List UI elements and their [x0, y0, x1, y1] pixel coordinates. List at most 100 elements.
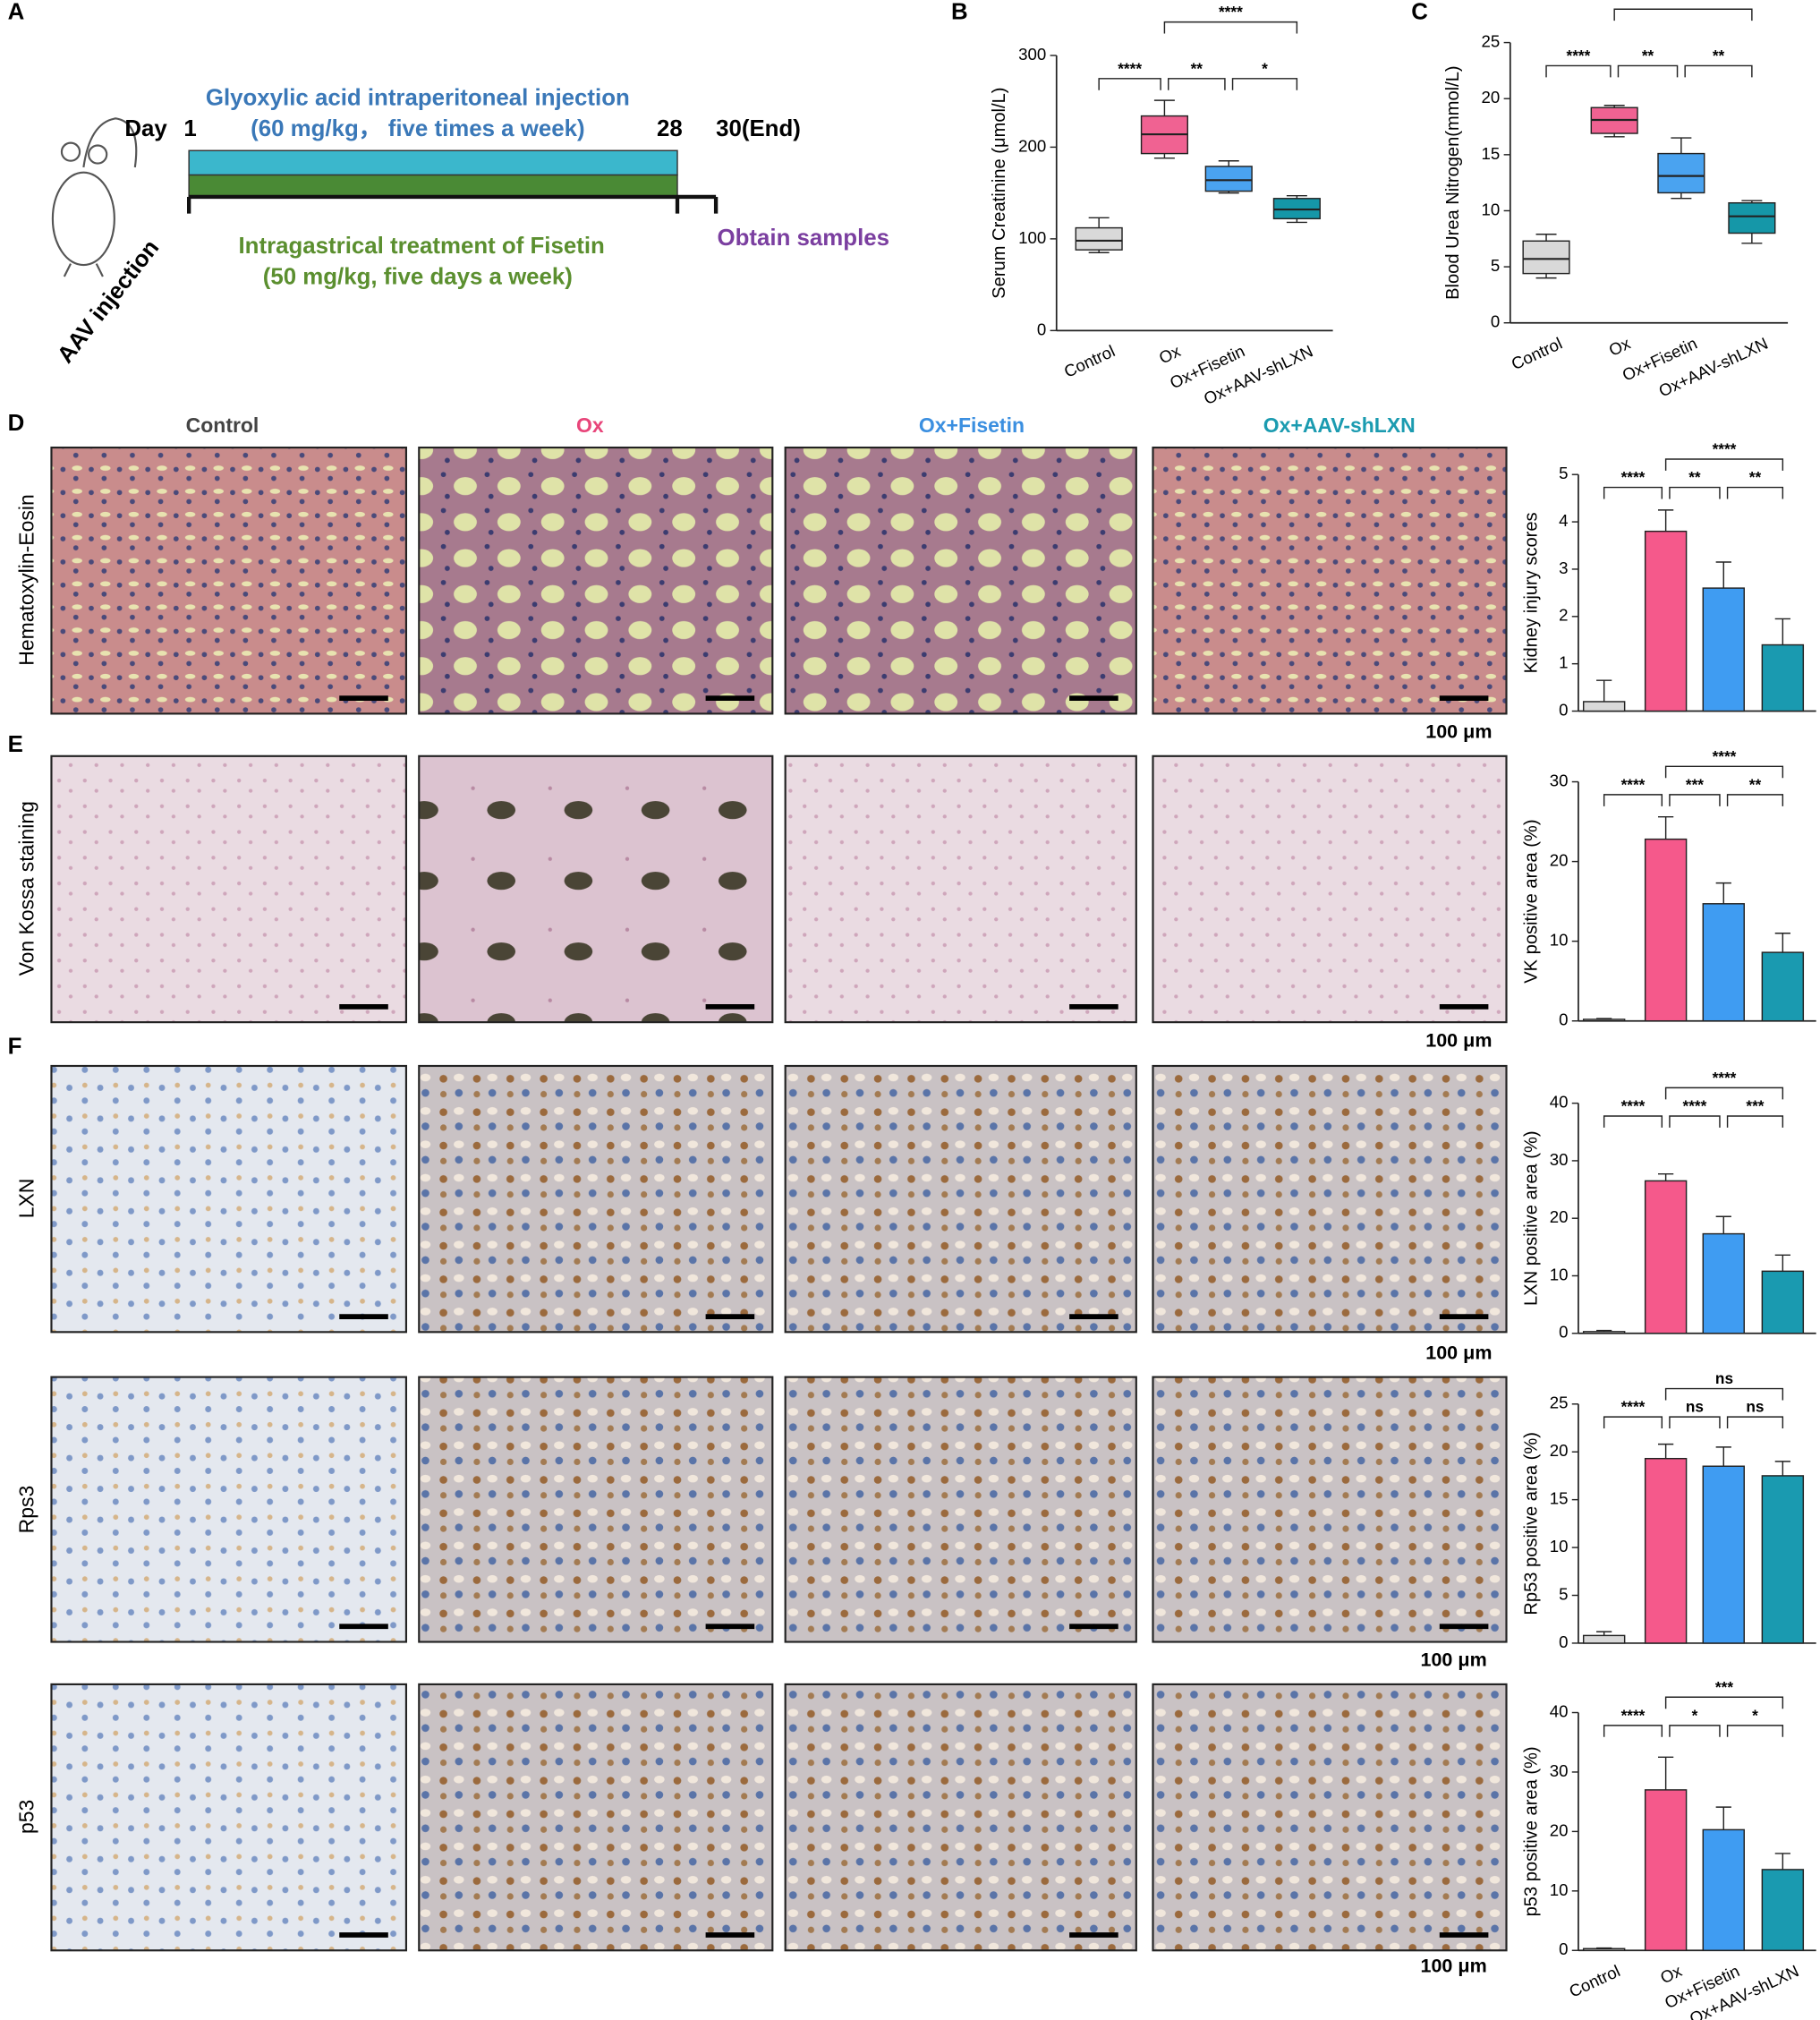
- y-tick-label: 25: [1482, 32, 1501, 51]
- bar: [1761, 644, 1805, 712]
- y-tick-label: 20: [1550, 851, 1569, 870]
- significance-bracket: [1684, 64, 1753, 78]
- significance-bracket: [1231, 78, 1298, 90]
- significance-bracket: [1664, 765, 1784, 779]
- y-tick-label: 0: [1559, 1323, 1568, 1342]
- significance-bracket: [1603, 486, 1663, 499]
- significance-bracket: [1669, 794, 1721, 806]
- scale-label: 100 μm: [1425, 1342, 1492, 1363]
- y-tick-label: 40: [1550, 1093, 1569, 1112]
- bar: [1761, 1475, 1805, 1644]
- bar: [1582, 1948, 1626, 1951]
- y-tick-label: 15: [1482, 144, 1501, 163]
- micrograph: [418, 1683, 774, 1952]
- y-tick-label: 200: [1018, 136, 1046, 155]
- significance-label: ****: [1713, 439, 1737, 457]
- row-label: Rps3: [15, 1486, 38, 1534]
- micrograph: [1152, 1376, 1508, 1643]
- box: [1204, 166, 1253, 192]
- micrograph: [784, 1376, 1137, 1643]
- significance-bracket: [1726, 1416, 1784, 1429]
- day-label: Day: [124, 116, 167, 141]
- panel-label: B: [951, 0, 968, 24]
- significance-bracket: [1726, 794, 1784, 806]
- y-tick-label: 4: [1559, 511, 1568, 530]
- bar: [1702, 587, 1745, 712]
- bar: [1644, 1180, 1688, 1334]
- significance-label: **: [1749, 468, 1762, 486]
- bar: [1702, 903, 1745, 1022]
- treatment-text: (50 mg/kg, five days a week): [263, 264, 573, 289]
- y-tick-label: 0: [1559, 700, 1568, 719]
- y-axis-label: p53 positive area (%): [1522, 1746, 1542, 1916]
- significance-bracket: [1664, 458, 1784, 471]
- y-tick-label: 0: [1491, 312, 1500, 331]
- panel-label: A: [8, 0, 25, 24]
- significance-label: ****: [1671, 0, 1696, 8]
- y-tick-label: 20: [1550, 1441, 1569, 1460]
- scale-label: 100 μm: [1420, 1956, 1486, 1977]
- column-header: Ox: [576, 413, 604, 437]
- y-tick-label: 2: [1559, 606, 1568, 625]
- significance-label: ****: [1713, 1069, 1737, 1087]
- bar: [1582, 1634, 1626, 1644]
- significance-label: ****: [1567, 47, 1591, 64]
- significance-bracket: [1664, 1696, 1784, 1709]
- micrograph: [1152, 754, 1508, 1024]
- y-tick-label: 30: [1550, 1761, 1569, 1780]
- bar: [1644, 1789, 1688, 1951]
- y-tick-label: 30: [1550, 771, 1569, 789]
- y-tick-label: 3: [1559, 558, 1568, 577]
- significance-label: ****: [1621, 775, 1646, 793]
- significance-label: ns: [1746, 1398, 1764, 1416]
- y-tick-label: 40: [1550, 1701, 1569, 1720]
- scale-label: 100 μm: [1425, 1029, 1492, 1051]
- significance-bracket: [1726, 1115, 1784, 1128]
- y-tick-label: 10: [1550, 1880, 1569, 1899]
- box: [1657, 152, 1705, 194]
- bar: [1644, 530, 1688, 712]
- significance-label: ****: [1621, 468, 1646, 486]
- bar: [1582, 1331, 1626, 1334]
- micrograph: [418, 1376, 774, 1643]
- row-label: LXN: [15, 1179, 38, 1219]
- micrograph: [50, 1064, 407, 1334]
- samples-text: Obtain samples: [718, 226, 889, 251]
- y-axis-label: Rp53 positive area (%): [1522, 1432, 1542, 1615]
- micrographs: [50, 446, 1508, 1952]
- micrograph: [418, 1064, 774, 1334]
- bar: [1761, 1270, 1805, 1334]
- y-tick-label: 20: [1550, 1207, 1569, 1226]
- bar: [1702, 1828, 1745, 1951]
- significance-bracket: [1603, 1416, 1663, 1429]
- significance-bracket: [1603, 1115, 1663, 1128]
- significance-label: ***: [1746, 1096, 1764, 1114]
- y-tick-label: 20: [1550, 1820, 1569, 1839]
- significance-bracket: [1669, 486, 1721, 499]
- bar: [1582, 1019, 1626, 1022]
- micrograph: [784, 1064, 1137, 1334]
- panel-label: D: [8, 411, 25, 436]
- x-tick-label: Ox: [1156, 341, 1184, 367]
- y-axis-label: Blood Urea Nitrogen(mmol/L): [1443, 65, 1463, 300]
- significance-bracket: [1168, 78, 1226, 90]
- y-tick-label: 10: [1550, 931, 1569, 950]
- micrograph: [418, 446, 774, 715]
- significance-bracket: [1098, 78, 1161, 90]
- micrograph: [784, 1683, 1137, 1952]
- y-tick-label: 0: [1559, 1010, 1568, 1029]
- bar: [1644, 1457, 1688, 1644]
- panel-label: E: [8, 732, 23, 757]
- y-axis-label: VK positive area (%): [1522, 819, 1542, 983]
- x-tick-label: Control: [1509, 334, 1565, 373]
- scale-label: 100 μm: [1425, 721, 1492, 743]
- significance-label: *: [1262, 59, 1268, 77]
- bar: [1761, 951, 1805, 1022]
- micrograph: [50, 1683, 407, 1952]
- significance-label: **: [1713, 47, 1725, 64]
- y-tick-label: 25: [1550, 1394, 1569, 1412]
- injection-bar: [188, 149, 678, 176]
- y-tick-label: 10: [1550, 1537, 1569, 1555]
- y-axis-label: Serum Creatinine (μmol/L): [990, 88, 1009, 299]
- significance-label: ***: [1715, 1678, 1733, 1696]
